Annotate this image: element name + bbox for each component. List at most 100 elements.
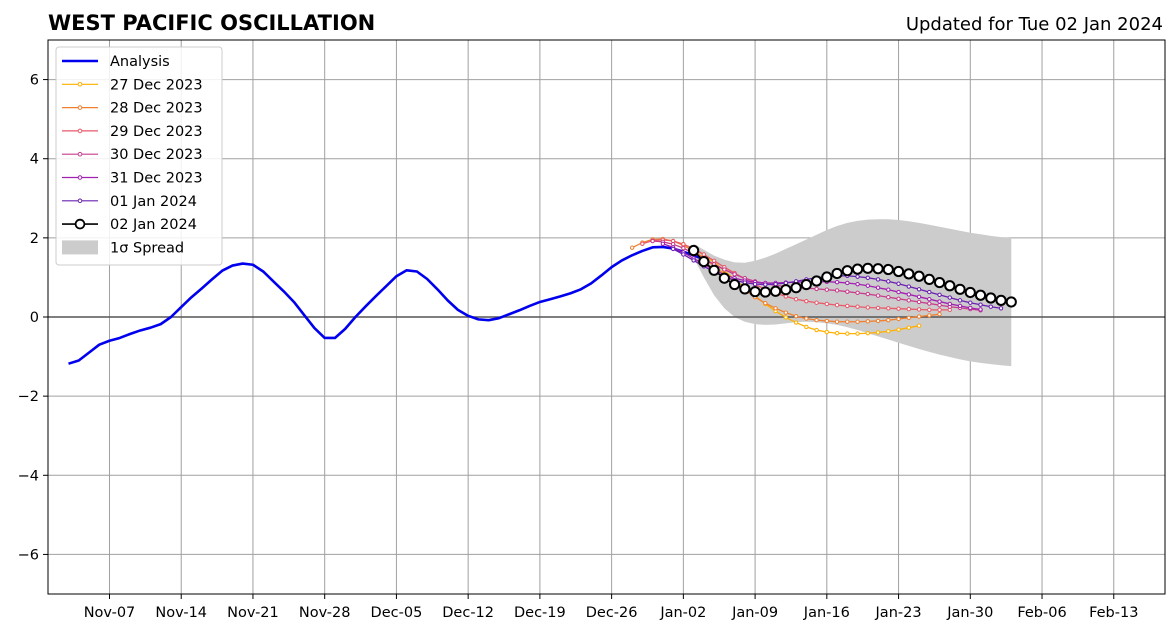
forecast-point xyxy=(916,287,922,292)
x-tick-label: Feb-13 xyxy=(1089,605,1138,621)
forecast-point xyxy=(875,305,881,311)
forecast-point xyxy=(957,303,963,309)
forecast-point xyxy=(773,306,778,311)
forecast-point xyxy=(923,273,935,286)
forecast-point xyxy=(834,279,840,285)
forecast-point xyxy=(773,281,778,287)
forecast-point xyxy=(957,298,963,303)
legend-label: Analysis xyxy=(110,54,170,70)
forecast-point xyxy=(681,252,686,257)
forecast-point xyxy=(1005,296,1017,308)
forecast-point xyxy=(875,285,881,290)
forecast-point xyxy=(732,272,737,277)
forecast-point xyxy=(906,284,912,289)
forecast-point xyxy=(824,329,830,335)
forecast-point xyxy=(913,270,925,282)
y-tick-label: −6 xyxy=(18,547,39,563)
legend-item: 1σ Spread xyxy=(62,240,184,256)
forecast-point xyxy=(845,331,850,336)
series-layer xyxy=(68,236,1017,365)
legend-marker xyxy=(74,218,86,230)
legend-marker xyxy=(77,128,83,134)
forecast-point xyxy=(749,286,761,298)
forecast-point xyxy=(875,330,881,335)
forecast-point xyxy=(793,314,799,319)
forecast-point xyxy=(834,288,840,293)
forecast-point xyxy=(800,278,812,291)
forecast-point xyxy=(810,275,823,287)
forecast-point xyxy=(944,280,956,292)
forecast-point xyxy=(804,316,809,321)
forecast-point xyxy=(978,307,983,312)
forecast-point xyxy=(947,295,952,300)
forecast-point xyxy=(886,306,891,311)
y-tick-label: 6 xyxy=(30,73,39,89)
x-tick-label: Nov-21 xyxy=(227,605,279,621)
x-tick-label: Nov-28 xyxy=(299,605,351,621)
forecast-point xyxy=(937,302,942,308)
forecast-point xyxy=(896,316,901,322)
forecast-point xyxy=(937,312,942,317)
legend-item: 30 Dec 2023 xyxy=(62,147,203,163)
forecast-point xyxy=(824,318,830,324)
forecast-point xyxy=(824,301,830,307)
forecast-point xyxy=(763,300,768,306)
y-tick-label: −4 xyxy=(18,468,39,484)
x-tick-label: Dec-05 xyxy=(371,605,423,621)
forecast-point xyxy=(698,256,710,268)
x-tick-label: Nov-14 xyxy=(155,605,207,621)
legend-item: 02 Jan 2024 xyxy=(62,217,197,233)
x-tick-label: Jan-16 xyxy=(803,605,850,621)
forecast-point xyxy=(995,294,1007,306)
forecast-point xyxy=(722,267,727,272)
analysis-line xyxy=(68,245,705,365)
x-tick-label: Feb-06 xyxy=(1017,605,1066,621)
forecast-point xyxy=(916,294,922,300)
forecast-point xyxy=(964,286,976,299)
forecast-point xyxy=(814,317,819,323)
forecast-point xyxy=(886,329,891,334)
legend-item: 29 Dec 2023 xyxy=(62,124,203,140)
x-tick-label: Jan-09 xyxy=(731,605,778,621)
legend-box xyxy=(55,46,223,266)
legend-label: 31 Dec 2023 xyxy=(110,171,203,187)
forecast-point xyxy=(739,283,751,295)
legend-item: 27 Dec 2023 xyxy=(62,77,203,93)
forecast-point xyxy=(769,285,782,297)
forecast-point xyxy=(718,272,730,284)
forecast-point xyxy=(906,315,912,320)
legend-label: 02 Jan 2024 xyxy=(110,217,197,233)
forecast-point xyxy=(783,315,789,320)
forecast-point xyxy=(855,281,860,287)
forecast-point xyxy=(865,283,871,288)
legend: Analysis 27 Dec 2023 28 Dec 2023 29 Dec 202… xyxy=(55,46,223,266)
forecast-point xyxy=(896,289,901,295)
forecast-point xyxy=(906,298,912,303)
x-tick-label: Jan-02 xyxy=(659,605,706,621)
forecast-point xyxy=(845,280,850,286)
forecast-point xyxy=(903,268,915,280)
forecast-point xyxy=(937,307,942,313)
forecast-point xyxy=(688,244,700,257)
forecast-point xyxy=(906,306,912,312)
forecast-point xyxy=(821,271,833,283)
legend-label: 1σ Spread xyxy=(110,240,184,256)
forecast-point xyxy=(728,278,741,291)
legend-swatch xyxy=(62,240,98,255)
forecast-point xyxy=(763,282,768,287)
forecast-point xyxy=(875,318,881,324)
forecast-point xyxy=(855,319,860,324)
forecast-point xyxy=(865,275,871,281)
forecast-point xyxy=(640,241,645,246)
forecast-point xyxy=(896,296,901,301)
forecast-point xyxy=(855,304,860,309)
forecast-point xyxy=(886,287,891,292)
legend-item: 01 Jan 2024 xyxy=(62,194,197,210)
legend-marker xyxy=(77,175,83,180)
legend-label: 01 Jan 2024 xyxy=(110,194,197,210)
forecast-point xyxy=(916,314,922,319)
forecast-point xyxy=(865,291,871,297)
forecast-point xyxy=(681,245,686,251)
legend-item: 31 Dec 2023 xyxy=(62,171,203,187)
